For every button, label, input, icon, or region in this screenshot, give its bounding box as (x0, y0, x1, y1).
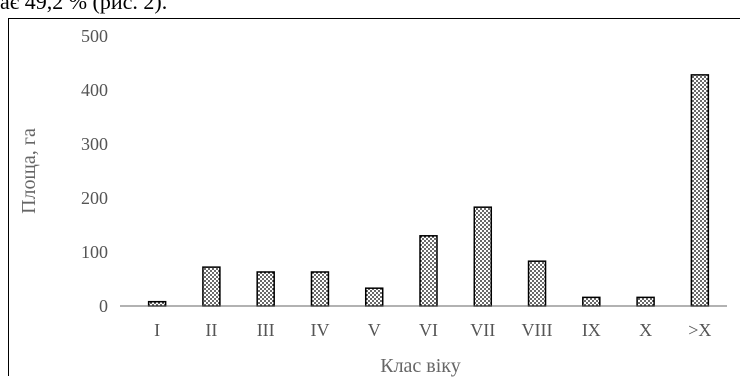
x-tick-label: V (368, 320, 381, 340)
bar-X (636, 296, 655, 307)
x-axis-label: Клас віку (380, 355, 461, 377)
bar-VI (419, 235, 438, 307)
x-tick-label: III (257, 320, 275, 340)
y-tick-label: 300 (81, 134, 108, 154)
bar-V (364, 287, 384, 307)
x-tick-label: VIII (522, 320, 553, 340)
x-tick-label: >X (688, 320, 711, 340)
caption-fragment: ає 49,2 % (рис. 2). (0, 0, 168, 14)
bar-IX (582, 296, 601, 307)
bar-III (256, 271, 275, 307)
x-tick-label: X (639, 320, 652, 340)
chart-frame (8, 18, 740, 376)
bar-II (202, 266, 221, 307)
bar-VIII (527, 260, 547, 307)
x-tick-label: II (205, 320, 217, 340)
y-axis-label: Площа, га (18, 128, 40, 214)
bar->X (690, 74, 710, 307)
y-axis-ticks: 0 100 200 300 400 500 (81, 26, 108, 316)
y-tick-label: 500 (81, 26, 108, 46)
y-tick-label: 200 (81, 188, 108, 208)
y-tick-label: 0 (99, 296, 108, 316)
bar-IV (310, 271, 330, 307)
x-tick-label: I (154, 320, 160, 340)
bar-I (147, 300, 167, 307)
bars (147, 74, 710, 307)
x-axis-ticks: I II III IV V VI VII VIII IX X >X (154, 320, 711, 340)
y-tick-label: 100 (81, 242, 108, 262)
bar-VII (473, 206, 493, 307)
x-tick-label: VI (419, 320, 438, 340)
y-tick-label: 400 (81, 80, 108, 100)
x-tick-label: VII (470, 320, 495, 340)
x-tick-label: IX (582, 320, 601, 340)
x-tick-label: IV (310, 320, 329, 340)
